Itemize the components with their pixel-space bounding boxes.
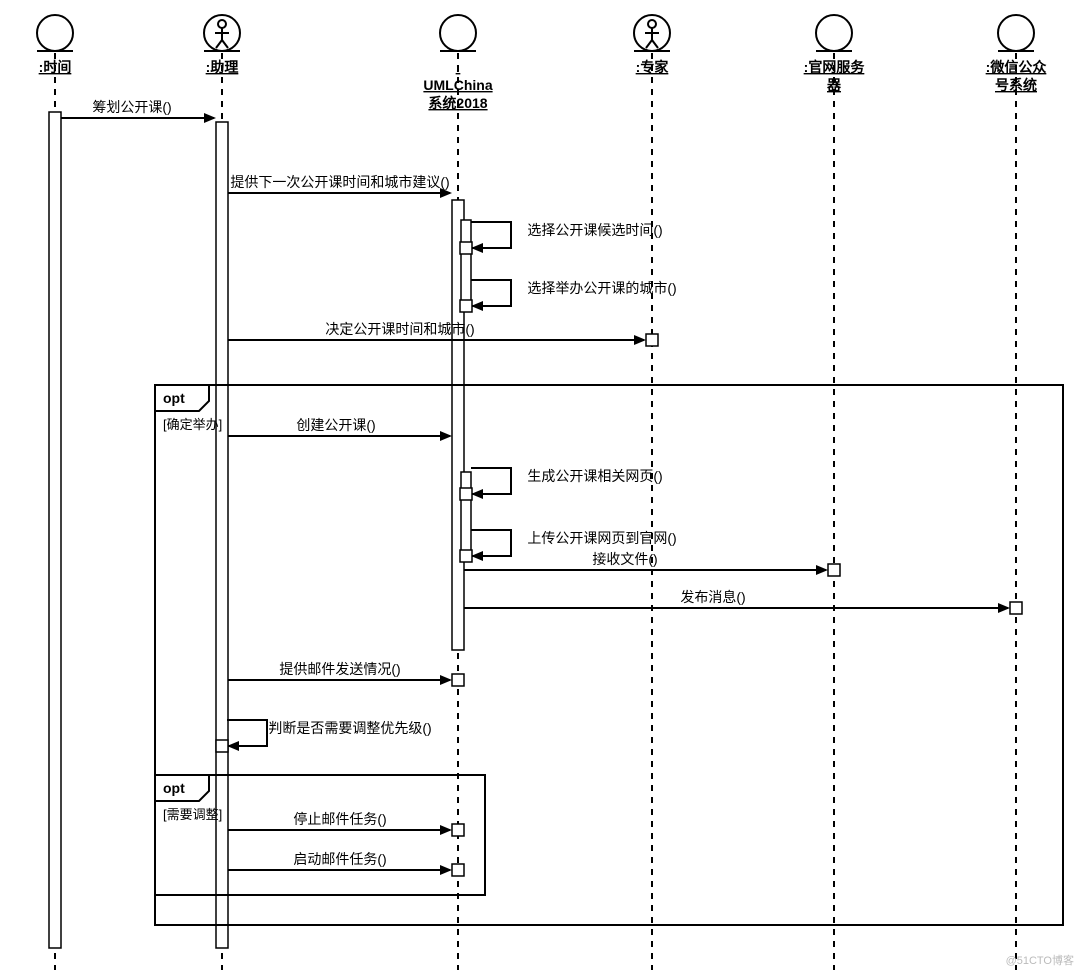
execution-spec [452,824,464,836]
fragment-guard: [需要调整] [163,807,222,822]
participant-label: 系统2018 [428,95,487,111]
execution-spec [452,674,464,686]
participant-label: UMLChina [423,77,492,93]
execution-spec [460,242,472,254]
activation-bar [461,220,471,305]
fragment-operator: opt [163,390,185,406]
activation-bar [216,122,228,948]
participant-label: :官网服务 [804,59,866,75]
sequence-diagram: :时间 :助理: UMLChina 系统2018 :专家 :官网服务器 :微信公众号系统 op… [0,0,1080,974]
participant-label: :助理 [206,59,239,75]
message-label: 选择举办公开课的城市() [527,280,676,296]
message-label: 接收文件() [592,551,657,567]
watermark: @51CTO博客 [1006,952,1074,968]
message-label: 上传公开课网页到官网() [527,530,676,546]
message-label: 决定公开课时间和城市() [325,321,474,337]
message-label: 发布消息() [680,589,745,605]
message-label: 启动邮件任务() [293,851,386,867]
execution-spec [460,300,472,312]
message-label: 生成公开课相关网页() [527,468,662,484]
execution-spec [216,740,228,752]
execution-spec [646,334,658,346]
message-label: 提供邮件发送情况() [279,661,400,677]
message-label: 提供下一次公开课时间和城市建议() [230,174,449,190]
execution-spec [460,488,472,500]
fragment-guard: [确定举办] [163,417,222,432]
execution-spec [1010,602,1022,614]
execution-spec [828,564,840,576]
participant-label: :微信公众 [986,59,1047,75]
participant-label: 号系统 [995,77,1037,93]
message-label: 筹划公开课() [92,99,171,115]
execution-spec [460,550,472,562]
message-label: 创建公开课() [296,417,375,433]
fragment-operator: opt [163,780,185,796]
message-label: 选择公开课候选时间() [527,222,662,238]
execution-spec [452,864,464,876]
participant-label: : [456,59,461,75]
participant-label: 器 [826,77,842,93]
activation-bar [49,112,61,948]
message-label: 停止邮件任务() [293,811,386,827]
participant-label: :时间 [39,59,72,75]
message-label: 判断是否需要调整优先级() [268,720,431,736]
participant-label: :专家 [636,59,670,75]
activation-bar [461,472,471,560]
